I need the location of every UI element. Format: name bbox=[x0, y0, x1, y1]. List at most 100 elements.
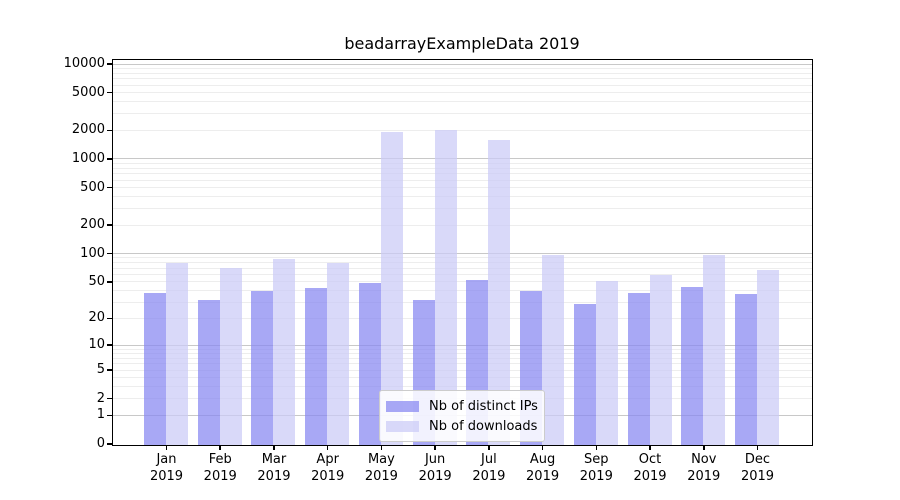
gridline-minor bbox=[112, 352, 812, 354]
gridline-minor bbox=[112, 348, 812, 350]
x-tick-label: May 2019 bbox=[341, 451, 421, 485]
gridline-minor bbox=[112, 67, 812, 69]
x-tick bbox=[219, 445, 221, 450]
x-tick-month: Apr bbox=[316, 452, 339, 467]
bar-downloads bbox=[488, 140, 511, 445]
plot-area bbox=[111, 58, 813, 446]
legend-swatch-ips bbox=[386, 400, 419, 412]
x-tick-label: Sep 2019 bbox=[556, 451, 636, 485]
y-tick bbox=[107, 158, 112, 160]
x-tick-month: Nov bbox=[691, 452, 717, 467]
gridline-minor bbox=[112, 167, 812, 169]
x-tick-month: Feb bbox=[208, 452, 232, 467]
legend-label-downloads: Nb of downloads bbox=[429, 418, 538, 434]
gridline-minor bbox=[112, 162, 812, 164]
x-tick bbox=[326, 445, 329, 450]
gridline-minor bbox=[112, 281, 812, 283]
x-tick-label: Mar 2019 bbox=[234, 451, 314, 485]
y-tick bbox=[107, 397, 112, 400]
gridline-minor bbox=[112, 72, 812, 74]
y-tick bbox=[107, 281, 112, 283]
bar-downloads bbox=[703, 254, 726, 445]
gridline-minor bbox=[112, 317, 812, 319]
x-tick-label: Dec 2019 bbox=[718, 451, 798, 485]
y-tick-label: 1000 bbox=[71, 150, 105, 166]
y-tick-label: 50 bbox=[88, 273, 105, 289]
bar-downloads bbox=[327, 263, 350, 445]
gridline-minor bbox=[112, 78, 812, 80]
x-tick bbox=[649, 445, 651, 450]
bar-downloads bbox=[273, 258, 296, 445]
x-tick-label: Aug 2019 bbox=[503, 451, 583, 485]
legend-row-downloads: Nb of downloads bbox=[386, 416, 538, 436]
gridline-minor bbox=[112, 357, 812, 359]
gridline-major bbox=[112, 63, 812, 65]
y-tick bbox=[107, 414, 112, 417]
legend-row-ips: Nb of distinct IPs bbox=[386, 396, 538, 416]
x-tick-year: 2019 bbox=[526, 469, 560, 484]
legend: Nb of distinct IPs Nb of downloads bbox=[379, 390, 545, 442]
bar-ips bbox=[358, 283, 381, 445]
gridline-minor bbox=[112, 173, 812, 175]
x-tick-year: 2019 bbox=[311, 469, 345, 484]
y-tick-label: 10000 bbox=[63, 56, 105, 71]
bar-ips bbox=[573, 304, 596, 445]
x-tick-month: Jul bbox=[481, 452, 497, 467]
gridline-minor bbox=[112, 377, 812, 379]
y-tick bbox=[107, 224, 112, 226]
x-tick bbox=[595, 445, 598, 450]
bar-layer bbox=[113, 60, 812, 445]
legend-swatch-downloads bbox=[386, 420, 419, 432]
y-tick-label: 20 bbox=[88, 310, 105, 326]
grid-layer bbox=[112, 60, 812, 445]
gridline-minor bbox=[112, 262, 812, 264]
gridline-minor bbox=[112, 267, 812, 269]
y-tick bbox=[107, 344, 112, 346]
y-tick-label: 200 bbox=[80, 217, 105, 233]
x-tick bbox=[165, 445, 168, 450]
bar-ips bbox=[197, 300, 220, 445]
bar-ips bbox=[735, 294, 757, 445]
y-tick bbox=[107, 317, 112, 320]
y-tick-label: 100 bbox=[80, 245, 105, 261]
x-tick-label: Apr 2019 bbox=[288, 451, 368, 485]
y-tick bbox=[107, 91, 112, 94]
x-tick-year: 2019 bbox=[687, 469, 721, 484]
x-tick-year: 2019 bbox=[472, 469, 506, 484]
gridline-minor bbox=[112, 386, 812, 388]
legend-label-ips: Nb of distinct IPs bbox=[429, 398, 538, 414]
y-tick bbox=[107, 252, 112, 255]
bar-downloads bbox=[542, 254, 565, 445]
gridline-major bbox=[112, 253, 812, 255]
y-tick-label: 2000 bbox=[71, 122, 105, 138]
y-tick-label: 0 bbox=[96, 436, 105, 451]
y-tick-label: 500 bbox=[80, 179, 105, 195]
bar-ips bbox=[681, 286, 704, 445]
gridline-minor bbox=[112, 290, 812, 292]
gridline-minor bbox=[112, 196, 812, 198]
y-tick bbox=[107, 129, 112, 132]
x-tick-month: Dec bbox=[744, 452, 771, 467]
x-tick bbox=[756, 445, 759, 450]
x-tick-year: 2019 bbox=[740, 469, 775, 484]
x-tick-label: Oct 2019 bbox=[610, 451, 690, 485]
y-tick bbox=[107, 443, 112, 445]
x-tick-label: Jun 2019 bbox=[395, 451, 475, 485]
gridline-minor bbox=[112, 92, 812, 94]
y-tick-label: 5 bbox=[96, 362, 105, 378]
x-tick-month: Oct bbox=[638, 452, 662, 467]
x-tick bbox=[488, 445, 490, 450]
gridline-minor bbox=[112, 129, 812, 131]
x-tick bbox=[541, 445, 544, 450]
bar-downloads bbox=[757, 270, 779, 445]
x-tick-label: Nov 2019 bbox=[664, 451, 744, 485]
y-tick bbox=[107, 63, 112, 65]
gridline-minor bbox=[112, 208, 812, 210]
gridline-minor bbox=[112, 179, 812, 181]
x-tick bbox=[703, 445, 705, 450]
x-tick-month: Jan bbox=[156, 452, 177, 467]
x-tick-month: Sep bbox=[584, 452, 609, 467]
x-tick-year: 2019 bbox=[364, 469, 398, 484]
y-tick bbox=[107, 369, 112, 371]
